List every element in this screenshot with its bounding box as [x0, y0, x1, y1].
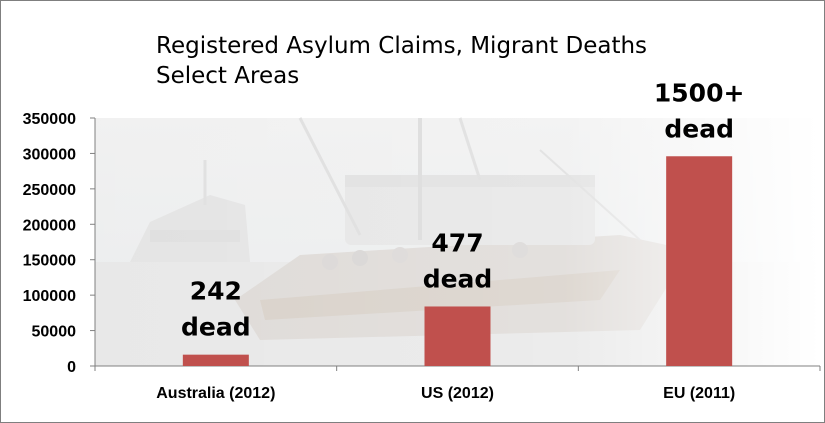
y-tick-label: 150000: [23, 253, 76, 270]
y-tick-label: 350000: [23, 111, 76, 128]
bar: [666, 156, 733, 366]
chart-title: Registered Asylum Claims, Migrant Deaths…: [156, 31, 647, 91]
bars: [182, 156, 733, 366]
x-category-label: Australia (2012): [156, 385, 275, 402]
chart-title-line-1: Registered Asylum Claims, Migrant Deaths: [156, 33, 648, 59]
x-category-label: EU (2011): [663, 385, 735, 402]
y-tick-label: 50000: [32, 324, 77, 341]
bar-annotation: dead: [181, 313, 251, 342]
x-category-label: US (2012): [421, 385, 494, 402]
bar-annotations: 242 dead 477 dead 1500+ dead: [181, 78, 744, 341]
y-tick-label: 250000: [23, 182, 76, 199]
y-axis-ticks: 0 50000 100000 150000 200000 250000 300000 3500…: [23, 111, 95, 376]
bar-annotation: 477: [431, 228, 483, 257]
bar-annotation: 1500+: [654, 78, 745, 107]
bar: [424, 306, 491, 366]
bar-annotation: dead: [664, 114, 734, 143]
bar-annotation: 242: [190, 277, 242, 306]
bar-annotation: dead: [423, 264, 493, 293]
y-tick-label: 0: [67, 359, 76, 376]
y-tick-label: 100000: [23, 288, 76, 305]
chart-title-line-2: Select Areas: [156, 63, 300, 89]
bar: [182, 354, 249, 366]
y-tick-label: 300000: [23, 146, 76, 163]
y-tick-label: 200000: [23, 217, 76, 234]
x-axis-labels: Australia (2012) US (2012) EU (2011): [156, 385, 735, 402]
